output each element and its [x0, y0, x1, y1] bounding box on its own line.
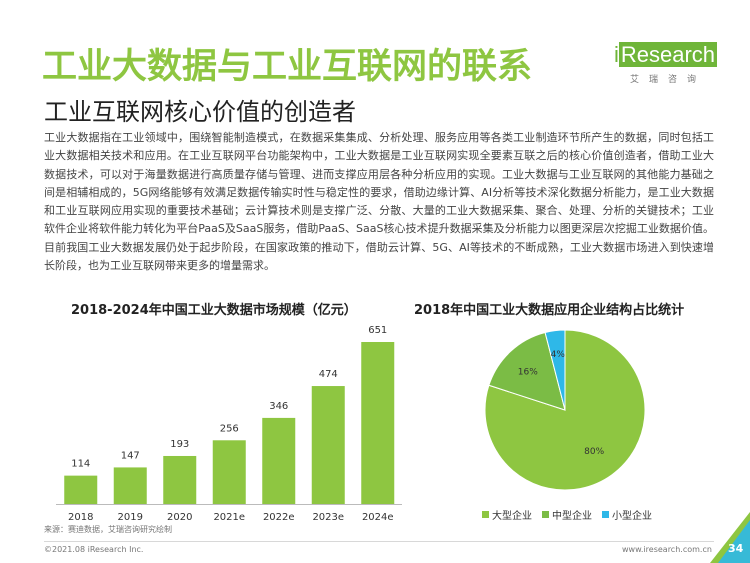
- body-paragraph: 工业大数据指在工业领域中，围绕智能制造模式，在数据采集集成、分析处理、服务应用等…: [44, 131, 714, 273]
- bar-value-label: 256: [220, 423, 239, 434]
- page-title: 工业大数据与工业互联网的联系: [42, 47, 533, 87]
- page-subtitle: 工业互联网核心价值的创造者: [44, 98, 356, 126]
- x-tick-label: 2022e: [263, 512, 295, 523]
- logo-wordmark: iResearch: [614, 42, 718, 67]
- legend-label-small: 小型企业: [612, 511, 652, 522]
- bar-value-label: 346: [269, 401, 288, 412]
- page-corner-decoration: [710, 512, 750, 563]
- x-tick-label: 2023e: [312, 512, 344, 523]
- bar-value-label: 474: [319, 369, 338, 380]
- pie-slice-small: [544, 329, 566, 411]
- bar-2018: [64, 475, 98, 504]
- x-tick-label: 2021e: [213, 512, 245, 523]
- market-size-bar-chart: 114 2018 147 2019 193 2020 256 2021e 346 2022e 474…: [56, 325, 402, 523]
- legend-swatch-small: [602, 511, 609, 518]
- pie-slice-medium: [488, 331, 566, 411]
- bar-chart-title: 2018-2024年中国工业大数据市场规模（亿元）: [71, 303, 357, 318]
- legend-swatch-medium: [542, 511, 549, 518]
- x-tick-label: 2020: [167, 512, 192, 523]
- x-tick-label: 2018: [68, 512, 93, 523]
- pie-value-label: 16%: [518, 367, 538, 377]
- legend-item-small: 小型企业: [602, 507, 652, 522]
- enterprise-structure-pie-chart: 80% 16% 4%: [484, 329, 646, 491]
- bar-2023e: [311, 386, 345, 504]
- chart-source: 来源：赛迪数据，艾瑞咨询研究绘制: [44, 525, 172, 534]
- bar-2024e: [361, 342, 395, 504]
- logo-subtext: 艾瑞咨询: [630, 75, 707, 85]
- bar-2021e: [212, 440, 246, 504]
- copyright-text: ©2021.08 iResearch Inc.: [44, 545, 144, 554]
- pie-value-label: 4%: [551, 350, 566, 360]
- iresearch-logo: iResearch 艾瑞咨询: [614, 42, 718, 86]
- legend-item-medium: 中型企业: [542, 507, 592, 522]
- bar-2022e: [262, 417, 296, 504]
- bar-value-label: 651: [368, 325, 387, 336]
- footer-divider: [44, 541, 714, 542]
- page-number: 34: [728, 542, 744, 555]
- legend-label-medium: 中型企业: [552, 511, 592, 522]
- pie-legend: 大型企业 中型企业 小型企业: [482, 507, 652, 522]
- pie-chart-title: 2018年中国工业大数据应用企业结构占比统计: [414, 303, 685, 318]
- bar-value-label: 114: [71, 459, 90, 470]
- legend-label-large: 大型企业: [492, 511, 532, 522]
- bar-value-label: 193: [170, 439, 189, 450]
- pie-value-label: 80%: [584, 447, 604, 457]
- bar-2019: [113, 467, 147, 504]
- bar-2020: [163, 455, 197, 504]
- legend-item-large: 大型企业: [482, 507, 532, 522]
- bar-value-label: 147: [121, 450, 140, 461]
- x-tick-label: 2024e: [362, 512, 394, 523]
- website-text: www.iresearch.com.cn: [622, 545, 712, 554]
- x-tick-label: 2019: [118, 512, 143, 523]
- legend-swatch-large: [482, 511, 489, 518]
